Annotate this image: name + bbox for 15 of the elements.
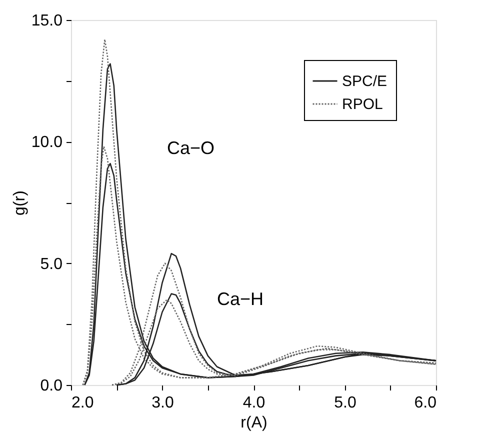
y-tick-label: 0.0	[40, 378, 63, 394]
y-tick-label: 15.0	[31, 12, 63, 30]
annotation: Ca−O	[167, 138, 215, 158]
legend-label: RPOL	[342, 96, 383, 113]
y-axis-title: g(r)	[11, 190, 28, 216]
x-tick-label: 6.0	[414, 394, 437, 412]
x-tick-label: 3.0	[152, 394, 174, 412]
x-tick-label: 5.0	[334, 394, 356, 412]
x-tick-label: 2.0	[72, 394, 94, 412]
y-tick-label: 5.0	[40, 256, 63, 273]
y-tick-label: 10.0	[31, 134, 63, 152]
legend-label: SPC/E	[342, 73, 388, 90]
x-axis-title: r(A)	[240, 414, 268, 432]
x-tick-label: 4.0	[242, 394, 266, 412]
annotation: Ca−H	[217, 289, 264, 309]
